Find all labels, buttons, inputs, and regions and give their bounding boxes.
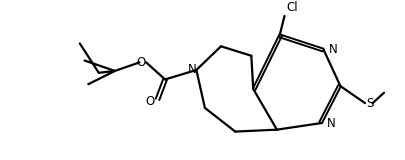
Text: S: S	[365, 97, 373, 110]
Text: N: N	[326, 116, 335, 130]
Text: O: O	[145, 95, 154, 108]
Text: N: N	[188, 64, 196, 76]
Text: Cl: Cl	[286, 1, 297, 14]
Text: O: O	[136, 56, 145, 69]
Text: N: N	[328, 43, 337, 56]
